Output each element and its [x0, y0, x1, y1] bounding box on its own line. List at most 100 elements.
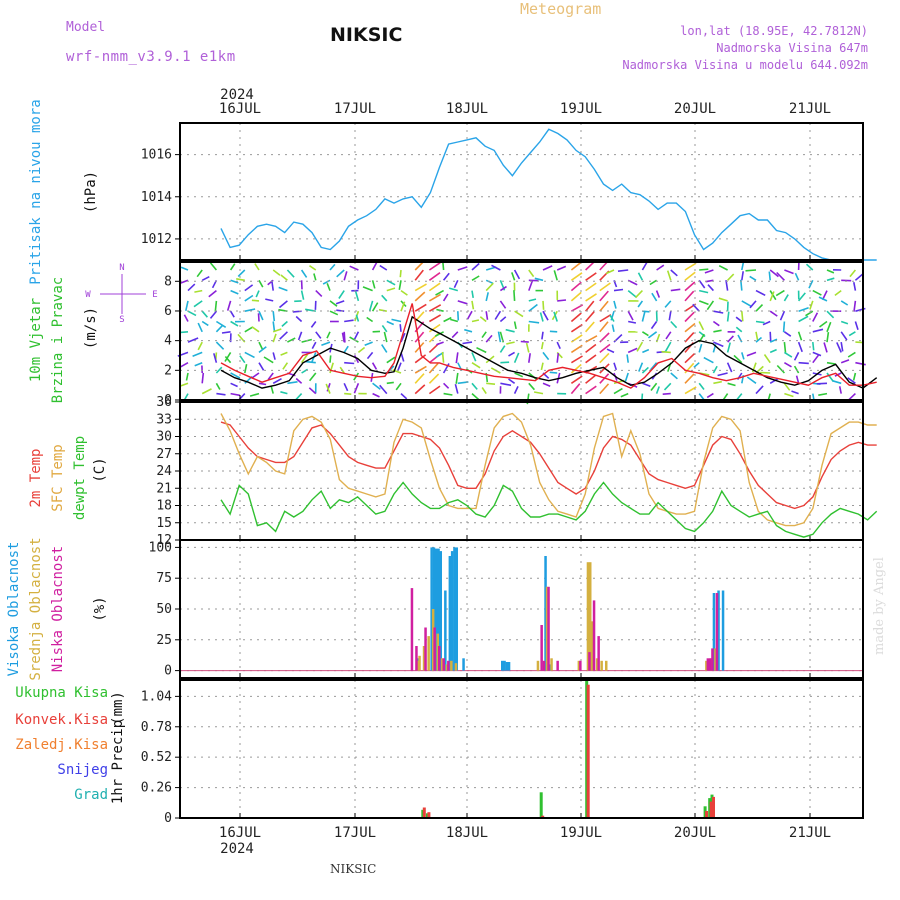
wind-arrow: [514, 310, 524, 318]
y-tick-label: 0.78: [141, 720, 172, 735]
bar-visoka-oblacnost: [437, 548, 440, 671]
wind-arrow: [329, 362, 334, 374]
wind-arrow: [525, 342, 530, 353]
wind-arrow: [454, 384, 459, 394]
wind-arrow: [386, 279, 396, 286]
bar-niska-oblacnost: [433, 627, 436, 671]
bar-niska-oblacnost: [711, 648, 714, 671]
wind-arrow: [476, 346, 487, 354]
wind-arrow: [624, 372, 629, 382]
wind-arrow: [230, 289, 239, 295]
wind-arrow: [627, 289, 638, 299]
y-tick-label: 8: [164, 274, 172, 289]
wind-arrow: [399, 324, 402, 332]
wind-arrow: [549, 371, 558, 374]
wind-arrow: [251, 299, 260, 302]
wind-arrow: [852, 372, 857, 381]
wind-arrow: [684, 386, 697, 395]
wind-arrow: [278, 300, 288, 309]
wind-arrow: [428, 314, 442, 323]
wind-arrow: [797, 341, 803, 353]
wind-arrow: [642, 382, 651, 388]
wind-arrow: [805, 310, 814, 317]
wind-arrow: [244, 351, 255, 359]
wind-arrow: [611, 324, 615, 332]
wind-arrow: [391, 318, 402, 323]
wind-arrow: [849, 269, 857, 278]
wind-arrow: [585, 354, 597, 364]
wind-arrow: [471, 300, 475, 310]
wind-arrow: [300, 354, 309, 364]
wind-arrow: [726, 311, 730, 322]
wind-arrow: [755, 385, 764, 395]
wind-arrow: [706, 300, 715, 311]
wind-arrow: [540, 362, 544, 371]
wind-arrow: [816, 382, 828, 385]
top-day-label: 20JUL: [674, 101, 716, 117]
wind-arrow: [251, 326, 260, 333]
wind-arrow: [684, 271, 696, 281]
wind-arrow: [397, 362, 402, 372]
wind-arrow: [180, 331, 189, 334]
wind-arrow: [263, 356, 274, 364]
wind-arrow: [255, 290, 260, 298]
y-tick-label: 27: [156, 447, 172, 462]
bar-konvek-kisa: [705, 811, 709, 818]
wind-arrow: [826, 321, 832, 333]
wind-arrow: [295, 315, 303, 323]
wind-arrow: [201, 320, 209, 327]
wind-arrow: [628, 320, 637, 324]
cloud-low-label: Niska Oblacnost: [50, 546, 66, 672]
wind-arrow: [599, 282, 611, 292]
wind-arrow: [826, 361, 836, 365]
elevation-model-text: Nadmorska Visina u modelu 644.092m: [622, 58, 868, 72]
bottom-day-label: 16JUL: [219, 825, 261, 841]
bar-visoka-oblacnost: [462, 658, 465, 671]
wind-arrow: [741, 271, 744, 281]
wind-arrow: [698, 300, 709, 306]
wind-arrow: [428, 262, 441, 271]
wind-arrow: [466, 310, 473, 320]
precip-axis-unit: (mm): [110, 691, 126, 725]
wind-arrow: [508, 351, 515, 357]
wind-arrow: [349, 336, 359, 343]
wind-arrow: [655, 386, 660, 394]
wind-arrow: [280, 351, 288, 356]
bar-niska-oblacnost: [708, 658, 712, 671]
wind-arrow: [364, 341, 373, 346]
wind-arrow: [528, 280, 534, 291]
wind-arrow: [809, 300, 814, 310]
wind-arrow: [528, 298, 537, 302]
wind-arrow: [670, 320, 678, 329]
wind-arrow: [570, 272, 583, 281]
wind-arrow: [840, 320, 849, 325]
wind-arrow: [821, 290, 828, 301]
wind-arrow: [471, 362, 481, 369]
wind-arrow: [381, 294, 388, 302]
bar-niska-oblacnost: [592, 600, 596, 671]
precip-legend-item: Ukupna Kisa: [15, 685, 108, 701]
wind-arrow: [791, 390, 799, 395]
wind-arrow: [244, 294, 254, 302]
wind-arrow: [271, 280, 274, 291]
wind-arrow: [840, 359, 850, 364]
wind-arrow: [826, 310, 835, 319]
y-tick-label: 12: [156, 533, 172, 548]
wind-arrow: [627, 347, 638, 354]
wind-arrow: [485, 334, 493, 343]
wind-arrow: [706, 392, 714, 399]
bar-niska-oblacnost: [424, 627, 427, 671]
wind-arrow: [213, 353, 218, 363]
wind-arrow: [399, 269, 402, 278]
y-tick-label: 4: [164, 334, 172, 349]
wind-arrow: [310, 321, 317, 328]
bar-visoka-oblacnost: [450, 551, 454, 671]
wind-arrow: [414, 384, 426, 395]
bar-niska-oblacnost: [438, 646, 441, 671]
bar-niska-oblacnost: [442, 658, 445, 671]
wind-arrow: [229, 263, 236, 271]
wind-arrow: [329, 310, 339, 316]
wind-arrow: [506, 341, 515, 345]
wind-arrow: [258, 346, 267, 354]
wind-arrow: [443, 382, 450, 389]
